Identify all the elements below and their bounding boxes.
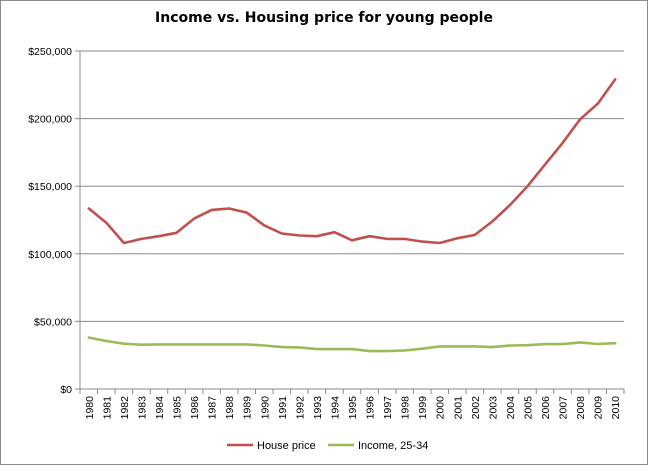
income-line	[87, 336, 617, 353]
y-tick-label: $200,000	[28, 114, 72, 126]
x-tick-label: 1997	[382, 396, 394, 420]
x-tick-label: 1982	[119, 396, 131, 420]
y-tick-label: $50,000	[34, 316, 72, 328]
legend: House price Income, 25-34	[227, 440, 428, 452]
y-tick-label: $0	[60, 384, 72, 396]
x-tick-label: 1998	[400, 396, 412, 420]
x-tick-label: 1993	[312, 396, 324, 420]
x-tick-label: 1986	[189, 396, 201, 420]
x-tick-label: 1996	[365, 396, 377, 420]
x-tick-label: 2001	[452, 396, 464, 420]
x-tick-label: 2002	[470, 396, 482, 420]
x-tick-label: 1988	[224, 396, 236, 420]
legend-label: Income, 25-34	[358, 440, 428, 452]
x-tick-label: 2005	[522, 396, 534, 420]
x-tick-label: 1999	[417, 396, 429, 420]
x-tick-label: 1994	[329, 396, 341, 420]
x-tick-label: 1989	[242, 396, 254, 420]
x-tick-label: 1983	[136, 396, 148, 420]
x-axis: 1980 1981 1982 1983 1984 1985 1986 1987 1988 1989…	[79, 388, 625, 420]
y-tick-label: $100,000	[28, 249, 72, 261]
grid-lines	[80, 50, 624, 322]
x-tick-label: 2007	[558, 396, 570, 420]
legend-label: House price	[257, 440, 316, 452]
x-tick-label: 2009	[593, 396, 605, 420]
x-tick-label: 1980	[84, 396, 96, 420]
x-tick-label: 1984	[154, 396, 166, 420]
x-tick-label: 1995	[347, 396, 359, 420]
plot-series	[87, 78, 617, 353]
x-tick-label: 1992	[294, 396, 306, 420]
house-price-line	[87, 78, 617, 245]
x-tick-label: 1990	[259, 396, 271, 420]
y-axis: $0 $50,000 $100,000 $150,000 $200,000 $250,00…	[28, 46, 81, 396]
x-tick-label: 2010	[610, 396, 622, 420]
x-tick-label: 2008	[575, 396, 587, 420]
x-tick-label: 2006	[540, 396, 552, 420]
x-tick-label: 1991	[277, 396, 289, 420]
y-tick-label: $150,000	[28, 181, 72, 193]
chart-title: Income vs. Housing price for young peopl…	[155, 10, 493, 26]
x-tick-label: 1985	[172, 396, 184, 420]
x-tick-label: 2000	[435, 396, 447, 420]
x-tick-label: 1987	[207, 396, 219, 420]
x-tick-label: 1981	[101, 396, 113, 420]
x-tick-label: 2004	[505, 396, 517, 420]
y-tick-label: $250,000	[28, 46, 72, 58]
x-tick-label: 2003	[487, 396, 499, 420]
